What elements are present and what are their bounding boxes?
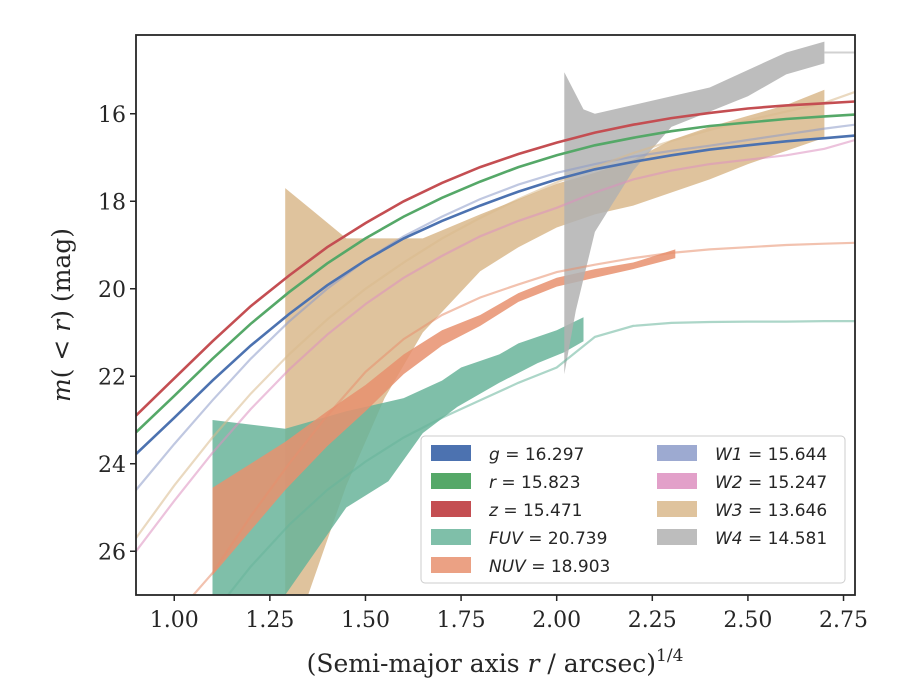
legend-entry-w2: W2 = 15.247: [657, 473, 827, 493]
y-axis-label-paren: ( <: [47, 332, 76, 379]
model-curve-nuv: [191, 241, 855, 595]
model-curve-w1: [136, 123, 855, 491]
legend-entry-r: r = 15.823: [431, 473, 581, 493]
band-w4: [564, 41, 825, 375]
model-curve-fuv: [226, 320, 855, 595]
y-axis-label-suffix: ) (mag): [47, 228, 76, 320]
y-axis-label-m: m: [47, 378, 76, 402]
model-curve-z: [136, 100, 855, 417]
y-axis-label: m( < r) (mag): [47, 228, 76, 402]
x-axis-label-main: (Semi-major axis: [307, 649, 528, 678]
x-tick-label: 2.50: [723, 608, 772, 633]
legend-label-r: r = 15.823: [489, 473, 581, 493]
x-axis: 1.00 1.25 1.50 1.75 2.00 2.25 2.50 2.75: [150, 595, 868, 633]
plot-frame: [135, 34, 856, 596]
legend-swatch-w1: [657, 445, 697, 461]
model-curve-r: [136, 113, 855, 434]
x-tick-label: 1.50: [341, 608, 390, 633]
legend-entry-w4: W4 = 14.581: [657, 529, 827, 549]
legend-entry-fuv: FUV = 20.739: [431, 529, 607, 549]
legend-label-w4: W4 = 14.581: [715, 529, 827, 549]
x-axis-label-r: r: [528, 649, 542, 678]
legend-box: [420, 435, 846, 584]
legend-label-w2: W2 = 15.247: [715, 473, 827, 493]
legend-entry-z: z = 15.471: [431, 501, 582, 521]
y-tick-label: 26: [98, 540, 126, 565]
legend-swatch-r: [431, 473, 471, 489]
y-axis: 16 18 20 22 24 26: [98, 103, 136, 565]
y-axis-label-r: r: [47, 318, 76, 332]
y-tick-label: 22: [98, 365, 126, 390]
y-tick-label: 18: [98, 190, 126, 215]
legend-label-z: z = 15.471: [488, 501, 582, 521]
legend-swatch-fuv: [431, 529, 471, 545]
legend-entry-w1: W1 = 15.644: [657, 445, 827, 465]
legend-entry-w3: W3 = 13.646: [657, 501, 827, 521]
x-tick-label: 2.75: [819, 608, 868, 633]
model-curve-g: [136, 134, 855, 456]
legend-swatch-g: [431, 445, 471, 461]
x-tick-label: 1.25: [245, 608, 294, 633]
x-axis-label: (Semi-major axis r / arcsec)1/4: [307, 646, 684, 678]
x-tick-label: 2.25: [628, 608, 677, 633]
legend-swatch-w4: [657, 529, 697, 545]
band-w3: [285, 89, 825, 595]
legend-entry-nuv: NUV = 18.903: [431, 557, 610, 577]
x-tick-label: 1.75: [437, 608, 486, 633]
legend-swatch-w2: [657, 473, 697, 489]
legend-swatch-w3: [657, 501, 697, 517]
legend-label-fuv: FUV = 20.739: [489, 529, 607, 549]
model-curve-w2: [136, 138, 855, 552]
y-tick-label: 24: [98, 453, 126, 478]
legend-entry-g: g = 16.297: [431, 445, 584, 465]
y-tick-label: 20: [98, 278, 126, 303]
legend-label-g: g = 16.297: [489, 445, 584, 465]
series-layer: [136, 41, 855, 595]
x-axis-label-exponent: 1/4: [656, 646, 683, 666]
legend-swatch-nuv: [431, 557, 471, 573]
legend-label-w1: W1 = 15.644: [715, 445, 827, 465]
y-tick-label: 16: [98, 103, 126, 128]
band-fuv: [212, 317, 584, 595]
x-axis-label-unit: / arcsec): [539, 649, 656, 678]
legend: g = 16.297 r = 15.823 z = 15.471 FUV = 20.7…: [420, 435, 846, 584]
legend-label-nuv: NUV = 18.903: [489, 557, 610, 577]
legend-swatch-z: [431, 501, 471, 517]
legend-label-w3: W3 = 13.646: [715, 501, 827, 521]
x-tick-label: 1.00: [150, 608, 199, 633]
x-tick-label: 2.00: [532, 608, 581, 633]
